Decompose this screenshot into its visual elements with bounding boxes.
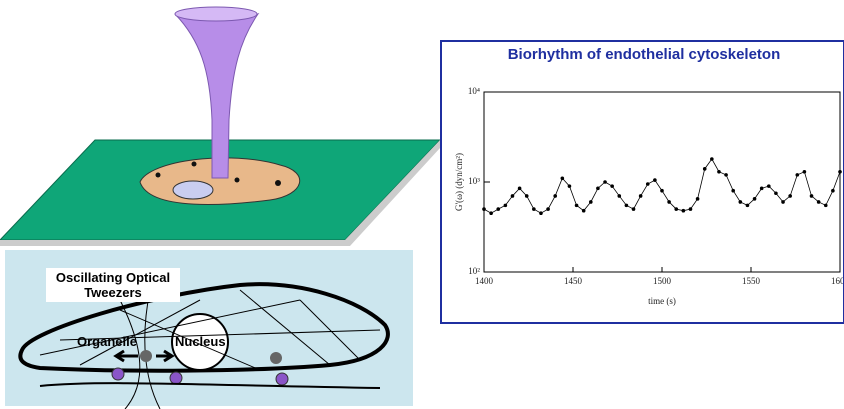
data-point <box>610 184 614 188</box>
chart-title: Biorhythm of endothelial cytoskeleton <box>508 46 781 63</box>
organelle <box>156 173 161 178</box>
x-tick-label: 1400 <box>475 276 494 286</box>
data-point <box>667 200 671 204</box>
organelle <box>192 162 197 167</box>
data-point <box>682 209 686 213</box>
data-point <box>511 194 515 198</box>
y-tick-label: 10³ <box>468 176 480 186</box>
data-point <box>781 200 785 204</box>
beam-top <box>175 7 257 21</box>
data-point <box>788 194 792 198</box>
data-point <box>568 184 572 188</box>
data-point <box>575 204 579 208</box>
data-point <box>632 207 636 211</box>
page: {"diagram": {"tweezers_label": "Oscillat… <box>0 0 844 409</box>
data-point <box>746 204 750 208</box>
chart: Biorhythm of endothelial cytoskeleton ti… <box>440 40 844 324</box>
data-point <box>689 207 693 211</box>
data-point <box>810 194 814 198</box>
organelle <box>235 178 240 183</box>
data-point <box>646 182 650 186</box>
data-point <box>518 187 522 191</box>
data-point <box>717 170 721 174</box>
data-point <box>603 180 607 184</box>
data-point <box>653 178 657 182</box>
x-axis-label: time (s) <box>648 296 676 306</box>
data-point <box>617 194 621 198</box>
data-point <box>703 167 707 171</box>
nucleus-label: Nucleus <box>175 334 226 349</box>
data-point <box>774 191 778 195</box>
data-point <box>561 176 565 180</box>
data-point <box>817 200 821 204</box>
y-axis-label: G'(ω) (dyn/cm²) <box>454 153 464 211</box>
data-point <box>496 207 500 211</box>
data-point <box>795 173 799 177</box>
data-point <box>696 197 700 201</box>
organelle <box>270 352 282 364</box>
data-point <box>625 204 629 208</box>
data-point <box>803 170 807 174</box>
data-point <box>482 207 486 211</box>
data-point <box>639 194 643 198</box>
data-point <box>767 184 771 188</box>
data-point <box>838 170 842 174</box>
data-point <box>824 204 828 208</box>
nucleus <box>173 181 213 199</box>
organelle-label: Organelle <box>77 334 137 349</box>
tweezers-label: Oscillating Optical Tweezers <box>46 268 180 302</box>
data-point <box>525 194 529 198</box>
y-tick-label: 10⁴ <box>468 86 480 96</box>
data-point <box>731 189 735 193</box>
organelle <box>275 180 281 186</box>
y-tick-label: 10² <box>468 266 480 276</box>
data-point <box>753 197 757 201</box>
data-point <box>546 207 550 211</box>
data-point <box>710 157 714 161</box>
plot-frame <box>484 92 840 272</box>
data-line <box>484 159 840 213</box>
data-point <box>539 211 543 215</box>
data-point <box>831 189 835 193</box>
chart-frame: Biorhythm of endothelial cytoskeleton ti… <box>440 40 844 324</box>
x-tick-label: 1550 <box>742 276 761 286</box>
data-point <box>553 194 557 198</box>
data-point <box>596 187 600 191</box>
data-point <box>582 209 586 213</box>
x-tick-label: 1450 <box>564 276 583 286</box>
data-point <box>660 189 664 193</box>
x-tick-label: 1500 <box>653 276 672 286</box>
data-point <box>739 200 743 204</box>
data-point <box>724 173 728 177</box>
data-point <box>532 207 536 211</box>
data-point <box>489 211 493 215</box>
x-tick-label: 1600 <box>831 276 844 286</box>
data-point <box>504 204 508 208</box>
data-point <box>674 207 678 211</box>
organelle <box>140 350 152 362</box>
data-point <box>760 187 764 191</box>
data-point <box>589 200 593 204</box>
